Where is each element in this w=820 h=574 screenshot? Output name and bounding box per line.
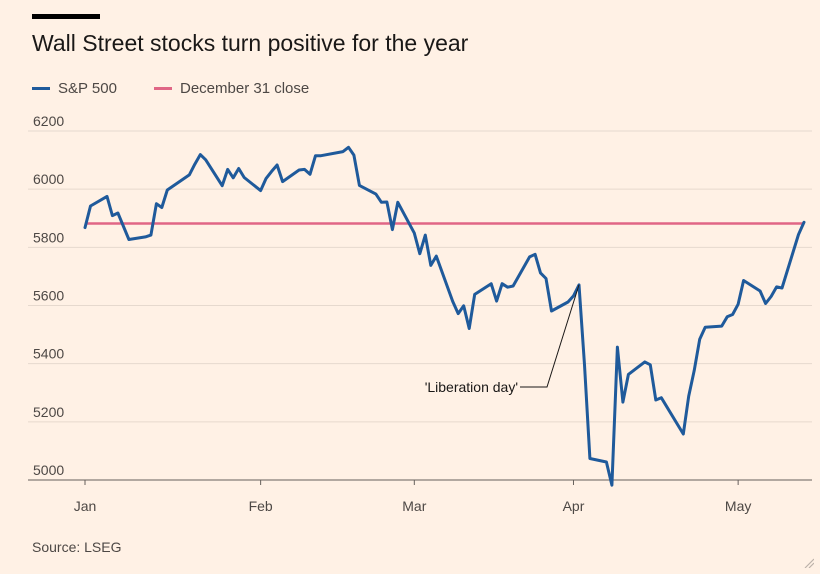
top-rule bbox=[32, 14, 100, 19]
y-tick-label: 6000 bbox=[33, 171, 64, 187]
source-note: Source: LSEG bbox=[32, 539, 122, 555]
legend-item-dec31: December 31 close bbox=[154, 80, 309, 97]
grid-lines bbox=[28, 130, 812, 481]
y-tick-label: 6200 bbox=[33, 113, 64, 129]
annotation-leader-line bbox=[520, 284, 580, 388]
resize-grip-icon bbox=[804, 558, 814, 568]
legend-label-sp500: S&P 500 bbox=[58, 80, 117, 97]
annotation-layer: 'Liberation day' bbox=[425, 284, 580, 395]
y-tick-label: 5800 bbox=[33, 229, 64, 245]
x-tick-label: Feb bbox=[249, 498, 273, 514]
legend-swatch-dec31 bbox=[154, 87, 172, 90]
y-axis: 5000 5200 5400 5600 5800 6000 6200 bbox=[33, 113, 64, 478]
legend-item-sp500: S&P 500 bbox=[32, 80, 117, 97]
annotation-label: 'Liberation day' bbox=[425, 379, 518, 395]
y-tick-label: 5600 bbox=[33, 288, 64, 304]
x-tick-label: Apr bbox=[563, 498, 585, 514]
x-tick-label: May bbox=[725, 498, 751, 514]
x-tick-label: Mar bbox=[402, 498, 426, 514]
legend-swatch-sp500 bbox=[32, 87, 50, 90]
y-tick-label: 5000 bbox=[33, 462, 64, 478]
y-tick-label: 5400 bbox=[33, 346, 64, 362]
x-tick-label: Jan bbox=[74, 498, 97, 514]
x-axis: Jan Feb Mar Apr May bbox=[74, 480, 751, 514]
series-layer bbox=[83, 145, 806, 487]
chart-title: Wall Street stocks turn positive for the… bbox=[32, 30, 469, 56]
y-tick-label: 5200 bbox=[33, 404, 64, 420]
legend-label-dec31: December 31 close bbox=[180, 80, 310, 97]
series-line-sp500 bbox=[83, 145, 806, 487]
